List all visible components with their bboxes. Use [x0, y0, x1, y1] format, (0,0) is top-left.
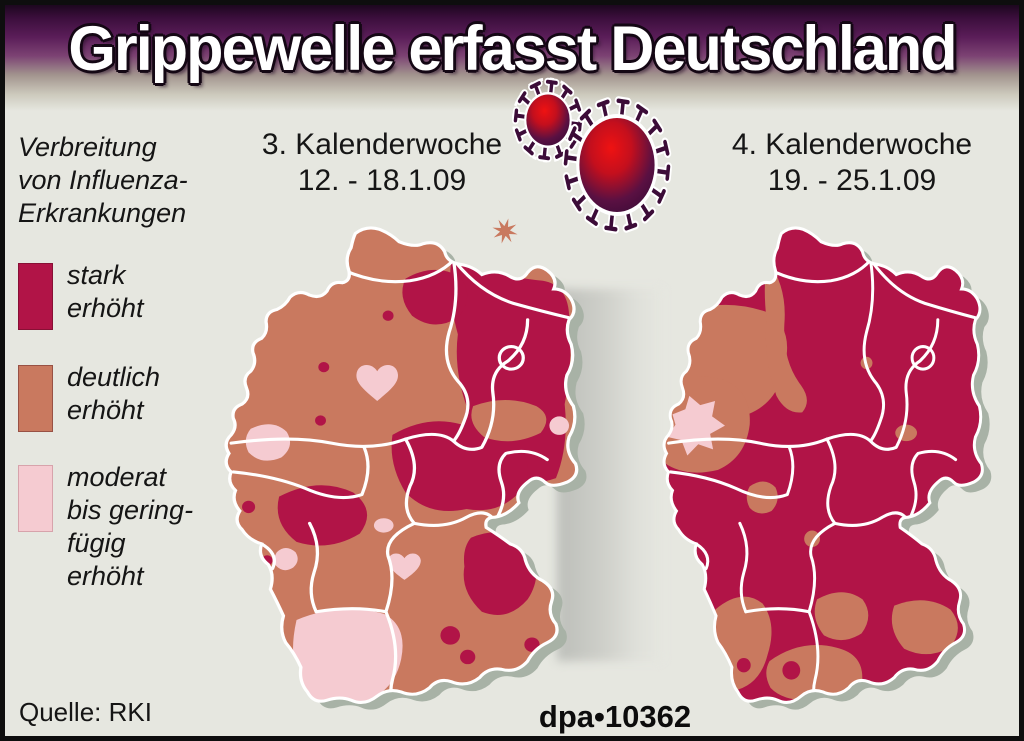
map-header-week4: 4. Kalenderwoche 19. - 25.1.09	[697, 127, 1007, 199]
berlin-ring	[497, 344, 525, 371]
map-week3-fills	[226, 227, 577, 703]
map-week4-fills	[664, 227, 983, 703]
legend-swatch-stark	[18, 263, 53, 330]
virus-small	[511, 77, 585, 163]
virus-large	[561, 96, 673, 234]
berlin-ring	[910, 344, 936, 371]
influenza-virus-icon	[492, 77, 673, 244]
week4-title: 4. Kalenderwoche	[731, 128, 973, 161]
legend-title: Verbreitung von Influenza- Erkrankungen	[18, 132, 188, 228]
source-credit: Quelle: RKI	[19, 697, 152, 727]
legend-label-moderat: moderat bis gering- fügig erhöht	[67, 462, 194, 591]
legend-item-stark: stark erhöht	[18, 260, 144, 330]
agency-credit: dpa•10362	[538, 699, 692, 734]
germany-map-week4	[662, 226, 992, 710]
patches-stark-islands	[736, 658, 801, 680]
legend-swatch-moderat	[18, 465, 53, 532]
legend-swatch-deutlich	[18, 365, 53, 432]
legend-item-deutlich: deutlich erhöht	[18, 362, 160, 432]
patch-altmark-deutlich	[471, 399, 547, 442]
patches-moderat	[245, 364, 570, 703]
page-title: Grippewelle erfasst Deutschland	[68, 14, 957, 84]
week3-title: 3. Kalenderwoche	[261, 128, 503, 161]
virus-splat-icon	[492, 218, 518, 244]
week3-dates: 12. - 18.1.09	[297, 164, 467, 197]
legend-label-deutlich: deutlich erhöht	[67, 362, 161, 425]
germany-map-week3	[224, 226, 587, 710]
map-header-week3: 3. Kalenderwoche 12. - 18.1.09	[227, 127, 537, 199]
legend-item-moderat: moderat bis gering- fügig erhöht	[18, 462, 193, 593]
legend-label-stark: stark erhöht	[67, 260, 144, 323]
week4-dates: 19. - 25.1.09	[767, 164, 937, 197]
title-bar: Grippewelle erfasst Deutschland	[5, 5, 1019, 111]
